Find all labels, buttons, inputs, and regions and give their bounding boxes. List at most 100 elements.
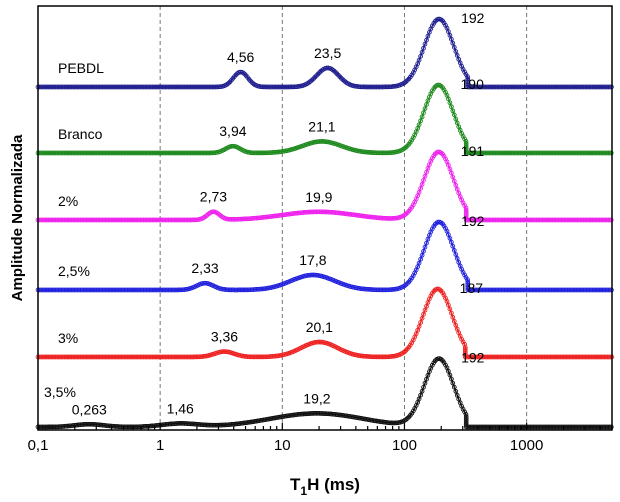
data-point [454,53,460,58]
data-point [89,217,95,223]
data-point [532,217,538,223]
data-point [453,49,459,54]
data-point [446,302,451,308]
data-point [154,354,160,360]
data-point [551,217,557,223]
data-point [69,84,75,90]
data-point [126,217,132,223]
data-point [525,217,531,223]
data-point [557,217,563,223]
data-point [375,84,381,90]
data-point [157,217,163,223]
data-point [85,217,91,223]
data-point [501,217,507,223]
data-point [84,150,89,156]
data-point [67,150,73,156]
labels-layer: PEBDL 4,56 23,5 192 Branco 3,94 21,1 190 2% 2,73 1… [44,10,485,417]
data-point [38,354,44,360]
data-point [490,150,495,156]
x-axis-title: T1H (ms) [290,475,360,498]
data-point [142,217,148,223]
data-point [540,287,545,293]
data-point [161,354,167,360]
data-point [465,279,471,285]
data-point [152,217,158,223]
data-point [155,354,161,360]
data-point [79,217,85,223]
plot-frame [37,5,613,431]
data-point [183,217,189,223]
data-point [148,287,154,293]
data-point [584,217,589,223]
data-point [483,84,488,90]
data-point [147,287,152,293]
data-point [474,150,479,156]
data-point [133,424,139,430]
data-point [546,354,552,360]
data-point [512,217,517,223]
data-point [176,150,182,156]
data-point [170,354,176,360]
data-point [543,287,548,293]
data-point [569,84,575,90]
data-point [523,217,529,223]
data-point [521,84,526,90]
data-point [204,84,209,90]
data-point [492,354,498,360]
data-point [469,424,475,430]
data-point [556,150,561,156]
data-point [280,84,286,90]
data-point [584,150,589,156]
data-point [126,150,132,156]
data-point [44,354,50,360]
data-point [508,354,514,360]
data-point [475,217,481,223]
data-point [94,217,99,223]
data-point [488,217,494,223]
data-point [148,354,154,360]
data-point [535,84,541,90]
data-point [509,424,514,430]
data-point [154,287,160,293]
data-point [196,84,202,90]
data-point [51,424,57,430]
data-point [145,354,151,360]
data-point [589,217,595,223]
data-point [42,424,48,430]
series-3 [35,149,614,223]
data-point [602,354,607,360]
data-point [106,84,111,90]
data-point [88,217,94,223]
data-point [270,84,275,90]
data-point [453,322,459,328]
data-point [569,217,575,223]
data-point [422,307,428,313]
data-point [191,217,196,223]
data-point [601,424,607,430]
data-point [515,217,520,223]
data-point [192,84,198,90]
data-point [85,354,91,360]
data-point [82,150,88,156]
data-point [111,217,117,223]
data-point [477,150,482,156]
data-point [534,84,540,90]
data-point [516,84,522,90]
data-point [78,150,83,156]
data-point [229,217,234,222]
data-point [479,150,485,156]
data-point [480,287,485,293]
data-point [155,217,161,223]
data-point [488,424,494,430]
data-point [447,372,453,378]
data-point [48,150,54,156]
data-point [69,150,75,156]
data-point [170,287,176,293]
data-point [509,217,514,223]
data-point [447,235,453,241]
data-point [450,108,456,114]
data-point [485,84,491,90]
data-point [477,287,482,293]
data-point [579,84,585,90]
data-point [568,84,573,90]
